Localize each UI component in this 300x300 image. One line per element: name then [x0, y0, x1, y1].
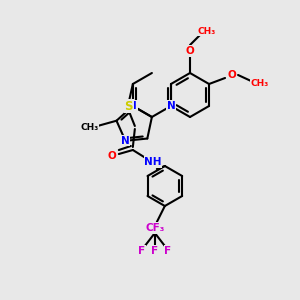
Text: O: O: [186, 46, 194, 56]
Text: F: F: [138, 246, 146, 256]
Text: F: F: [151, 246, 158, 256]
Text: F: F: [164, 246, 171, 256]
Text: CH₃: CH₃: [251, 79, 269, 88]
Text: N: N: [121, 136, 130, 146]
Text: N: N: [128, 101, 137, 111]
Text: N: N: [167, 101, 175, 111]
Text: CF₃: CF₃: [145, 223, 164, 233]
Text: O: O: [228, 70, 236, 80]
Text: NH: NH: [144, 157, 162, 167]
Text: CH₃: CH₃: [80, 123, 99, 132]
Text: N: N: [128, 101, 137, 111]
Text: S: S: [124, 100, 133, 112]
Text: CH₃: CH₃: [198, 26, 216, 35]
Text: O: O: [107, 151, 116, 161]
